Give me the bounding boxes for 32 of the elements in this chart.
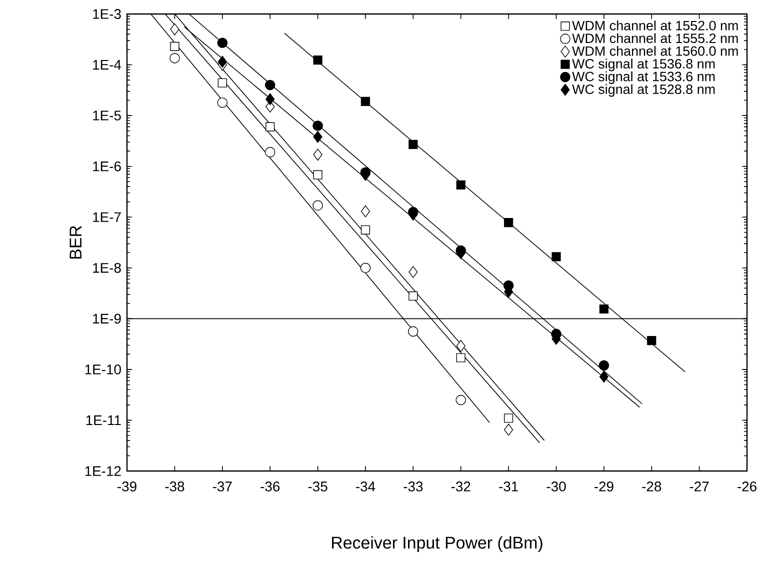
legend-label: WC signal at 1536.8 nm [572, 58, 715, 72]
legend-label: WDM channel at 1555.2 nm [572, 33, 738, 44]
x-tick-label: -28 [642, 482, 662, 492]
legend-label: WDM channel at 1560.0 nm [572, 46, 738, 56]
x-tick-label: -29 [594, 482, 614, 492]
x-tick-label: -33 [404, 482, 423, 492]
x-axis-title: Receiver Input Power (dBm) [332, 536, 542, 552]
x-tick-label: -31 [499, 482, 518, 492]
y-tick-label: 1E-12 [85, 466, 121, 476]
x-tick-label: -38 [165, 482, 184, 492]
x-tick-label: -35 [308, 482, 328, 492]
x-tick-label: -39 [118, 482, 136, 492]
y-tick-label: 1E-3 [93, 9, 121, 19]
legend-label: WC signal at 1533.6 nm [572, 71, 715, 84]
y-axis-title: BER [70, 226, 82, 259]
y-tick-label: 1E-10 [85, 364, 121, 374]
x-tick-label: -30 [546, 482, 566, 492]
x-tick-label: -36 [260, 482, 280, 492]
legend-label: WC signal at 1528.8 nm [572, 84, 715, 97]
y-tick-label: 1E-9 [93, 314, 121, 324]
legend-label: WDM channel at 1552.0 nm [572, 20, 738, 30]
y-tick-label: 1E-11 [86, 415, 121, 426]
y-tick-label: 1E-8 [93, 262, 121, 273]
x-tick-label: -26 [738, 482, 756, 492]
x-tick-label: -32 [451, 482, 470, 492]
y-tick-label: 1E-4 [93, 60, 122, 70]
x-tick-label: -37 [212, 482, 232, 492]
y-tick-label: 1E-6 [93, 161, 121, 172]
y-tick-label: 1E-7 [93, 212, 121, 222]
x-tick-label: -27 [690, 482, 709, 492]
x-tick-label: -34 [356, 482, 376, 492]
y-tick-label: 1E-5 [93, 110, 121, 120]
